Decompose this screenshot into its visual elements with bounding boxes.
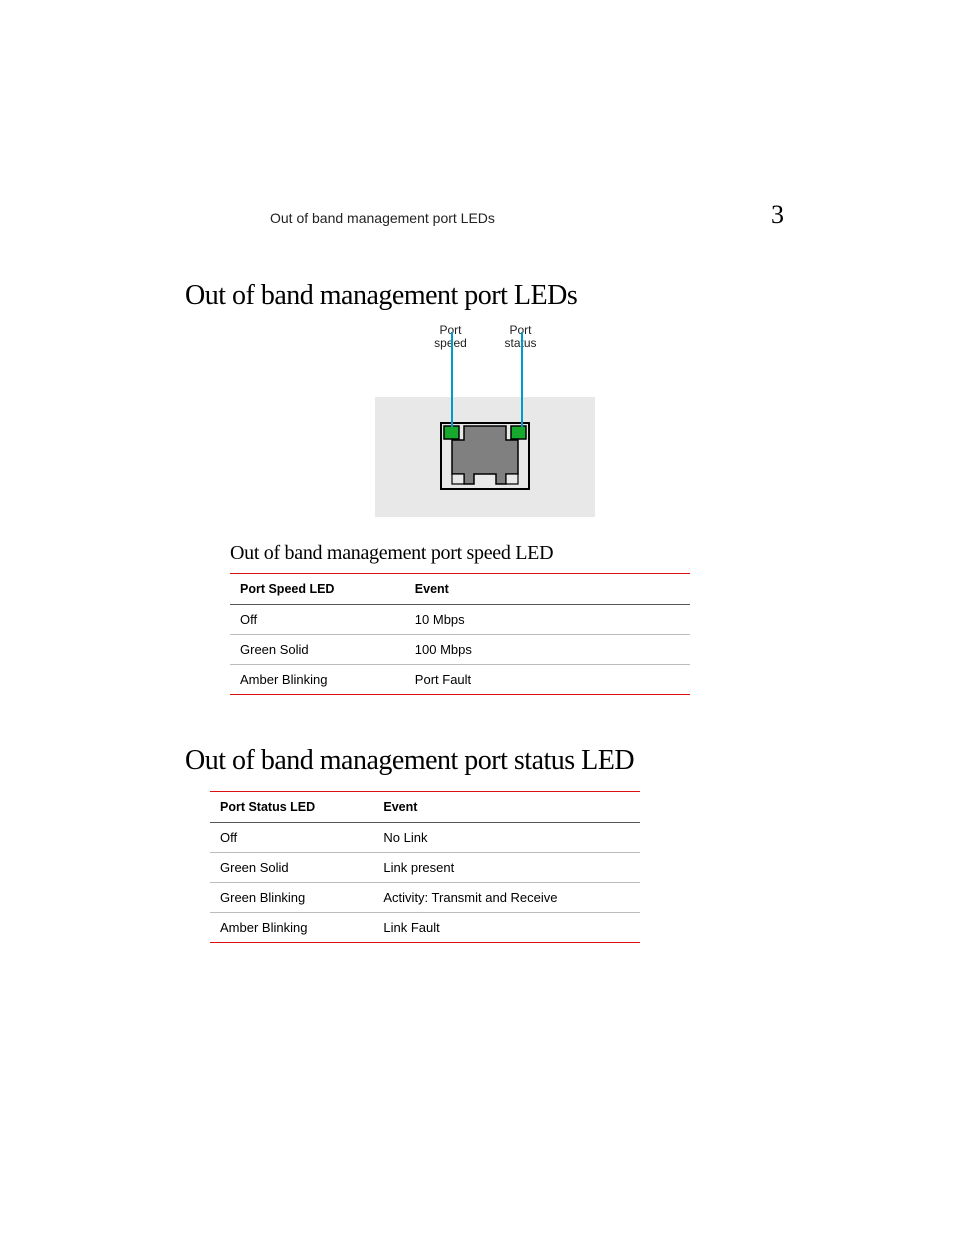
table-row: Green Solid 100 Mbps bbox=[230, 635, 690, 665]
subsection-title-speed: Out of band management port speed LED bbox=[230, 542, 784, 565]
table-header-row: Port Speed LED Event bbox=[230, 574, 690, 605]
leader-line-status bbox=[521, 332, 523, 427]
col-header: Event bbox=[405, 574, 690, 605]
page-number: 3 bbox=[771, 200, 784, 230]
section-title-leds: Out of band management port LEDs bbox=[185, 280, 784, 312]
speed-led-icon bbox=[444, 426, 459, 439]
speed-led-table: Port Speed LED Event Off 10 Mbps Green S… bbox=[230, 573, 690, 695]
rj45-port-icon bbox=[440, 422, 530, 490]
leader-line-speed bbox=[451, 332, 453, 427]
col-header: Event bbox=[373, 792, 640, 823]
table-row: Amber Blinking Port Fault bbox=[230, 665, 690, 695]
col-header: Port Speed LED bbox=[230, 574, 405, 605]
table-row: Green Solid Link present bbox=[210, 853, 640, 883]
port-diagram: Port speed Port status bbox=[185, 322, 784, 522]
col-header: Port Status LED bbox=[210, 792, 373, 823]
table-row: Green Blinking Activity: Transmit and Re… bbox=[210, 883, 640, 913]
table-row: Amber Blinking Link Fault bbox=[210, 913, 640, 943]
table-row: Off 10 Mbps bbox=[230, 605, 690, 635]
running-header: Out of band management port LEDs 3 bbox=[185, 200, 784, 230]
diagram-box bbox=[375, 367, 595, 517]
running-title: Out of band management port LEDs bbox=[185, 210, 495, 226]
page-container: Out of band management port LEDs 3 Out o… bbox=[0, 0, 954, 1043]
section-title-status: Out of band management port status LED bbox=[185, 745, 784, 777]
status-led-table: Port Status LED Event Off No Link Green … bbox=[210, 791, 640, 943]
table-row: Off No Link bbox=[210, 823, 640, 853]
status-led-icon bbox=[511, 426, 526, 439]
table-header-row: Port Status LED Event bbox=[210, 792, 640, 823]
